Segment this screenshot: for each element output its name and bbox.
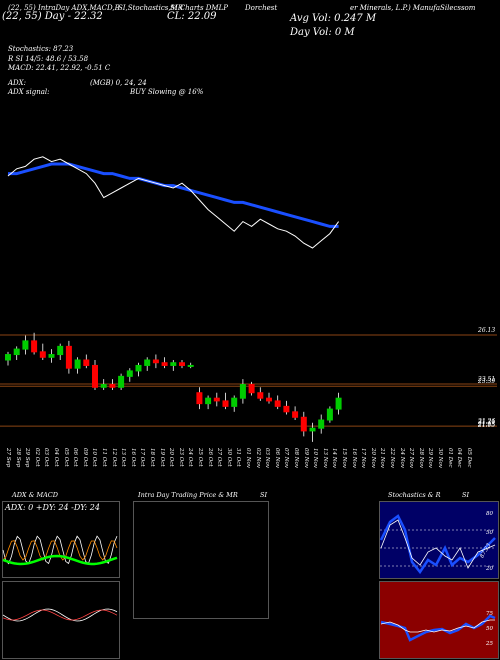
- candle-down: [292, 411, 299, 418]
- header-line2: (22, 55) Day - 22.32: [2, 11, 103, 22]
- candle-down: [266, 397, 272, 402]
- intraday-title-si: SI: [260, 491, 268, 499]
- candle-up: [57, 345, 64, 356]
- signal-text: BUY Slowing @ 16%: [130, 88, 204, 96]
- candle-up: [144, 359, 151, 366]
- price-level-label: 26.13: [478, 327, 496, 334]
- candle-down: [248, 384, 255, 394]
- intraday-panel: [133, 501, 269, 619]
- candle-up: [335, 397, 342, 410]
- stoch-readout: Stochastics: 87.23: [8, 45, 74, 53]
- adx-inner-label: ADX: 0 +DY: 24 -DY: 24: [5, 503, 100, 512]
- rsi-line: [380, 614, 496, 642]
- stoch-tick: 20: [486, 566, 493, 572]
- stoch-tick: 50: [486, 530, 493, 536]
- rsi-readout: R SI 14/5: 48.6 / 53.58: [8, 55, 89, 63]
- candle-down: [179, 362, 185, 366]
- candle-up: [48, 354, 55, 358]
- candle-down: [283, 405, 290, 413]
- rsi-tick: 50: [486, 626, 493, 632]
- rsi-tick: 25: [486, 641, 493, 647]
- price-level-label: 21.26: [478, 418, 496, 426]
- candle-up: [13, 348, 20, 356]
- stoch-panel: [379, 501, 499, 579]
- intraday-title: Intra Day Trading Price & MR: [138, 491, 238, 499]
- header-line1e: er Minerals, L.P.) ManufaSilecssom: [350, 4, 476, 12]
- candle-up: [309, 427, 316, 432]
- price-level-label: 21.13: [478, 420, 496, 428]
- candle-up: [22, 340, 29, 350]
- adx-plus-line: [2, 535, 118, 565]
- candle-down: [161, 362, 168, 366]
- stoch-tick: 80: [486, 511, 493, 517]
- adx-values: (MGB) 0, 24, 24: [90, 79, 147, 87]
- candle-up: [205, 397, 212, 405]
- stoch-d-line: [380, 519, 496, 569]
- candle-down: [31, 340, 38, 353]
- candle-up: [135, 364, 142, 372]
- candle-down: [222, 400, 229, 407]
- rsi-panel: [379, 581, 499, 659]
- candle-down: [274, 400, 281, 407]
- candle-down: [92, 364, 98, 388]
- close-price: CL: 22.09: [167, 11, 217, 22]
- candle-up: [118, 375, 125, 388]
- rsi-line-2: [380, 619, 495, 633]
- candle-down: [300, 416, 307, 432]
- price-level-label: 21.21: [478, 419, 496, 426]
- macd-signal-line: [2, 609, 118, 621]
- price-level-label: 21.05: [478, 422, 496, 429]
- candle-up: [187, 364, 194, 367]
- candle-up: [5, 354, 11, 361]
- day-volume: Day Vol: 0 M: [290, 27, 355, 38]
- candle-down: [213, 397, 220, 402]
- candle-down: [152, 359, 159, 364]
- header-line1: (22, 55) IntraDay ADX,MACD,B: [8, 4, 120, 12]
- candle-down: [196, 392, 203, 405]
- adx-readout: ADX:: [8, 79, 27, 87]
- candle-down: [39, 351, 46, 358]
- header-line1d: Dorchest: [245, 4, 278, 12]
- candle-up: [170, 362, 177, 366]
- adx-signal-label: ADX signal:: [8, 88, 50, 96]
- avg-volume: Avg Vol: 0.247 M: [290, 13, 377, 24]
- candle-up: [239, 384, 246, 399]
- macd-line: [2, 608, 118, 622]
- candle-up: [126, 370, 133, 377]
- candle-up: [318, 419, 325, 429]
- macd-panel: [2, 581, 120, 659]
- stoch-title-si: SI: [462, 491, 470, 499]
- header-line1c: SI Charts DMLP: [170, 4, 228, 12]
- stoch-title: Stochastics & R: [388, 491, 441, 499]
- candle-down: [257, 392, 264, 399]
- macd-readout: MACD: 22.41, 22.92, -0.51 C: [8, 64, 111, 72]
- price-level-label: 23.39: [478, 378, 496, 386]
- candle-up: [231, 397, 238, 407]
- candle-down: [83, 359, 90, 366]
- rsi-tick: 75: [486, 611, 493, 617]
- ma-line: [8, 162, 339, 228]
- header-line1b: SI,Stochastics,MR: [118, 4, 184, 12]
- price-level-label: 23.51: [478, 375, 496, 383]
- candle-up: [326, 408, 333, 421]
- adx-panel-title: ADX & MACD: [12, 491, 58, 499]
- candle-down: [65, 345, 72, 369]
- price-line: [7, 156, 340, 249]
- candle-up: [100, 384, 107, 388]
- stoch-k-line: [379, 514, 496, 575]
- adx-main-line: [2, 554, 118, 566]
- candle-up: [74, 359, 81, 369]
- candle-down: [109, 384, 116, 388]
